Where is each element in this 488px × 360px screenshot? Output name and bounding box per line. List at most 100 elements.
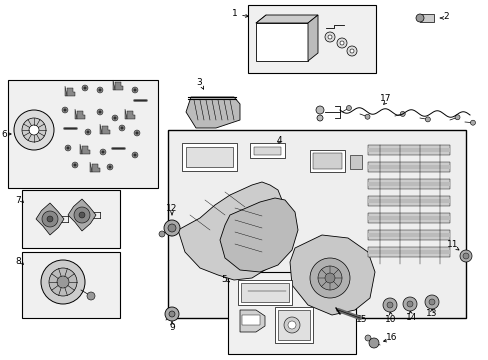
Polygon shape <box>256 15 317 23</box>
Polygon shape <box>367 233 449 237</box>
Circle shape <box>22 118 46 142</box>
Text: 2: 2 <box>442 12 447 21</box>
Text: 12: 12 <box>166 203 177 212</box>
Polygon shape <box>367 165 449 169</box>
Bar <box>419 14 433 22</box>
Bar <box>249 143 285 158</box>
Polygon shape <box>367 250 449 254</box>
Bar <box>253 147 281 155</box>
Text: 10: 10 <box>385 315 396 324</box>
Polygon shape <box>75 109 85 119</box>
Circle shape <box>327 35 331 39</box>
Bar <box>278 310 309 340</box>
Bar <box>241 283 288 302</box>
Text: 15: 15 <box>356 315 367 324</box>
Circle shape <box>136 132 138 134</box>
Circle shape <box>74 164 76 166</box>
Circle shape <box>459 250 471 262</box>
Circle shape <box>134 154 136 156</box>
Circle shape <box>99 89 101 91</box>
Circle shape <box>29 125 39 135</box>
Circle shape <box>79 212 85 218</box>
Circle shape <box>163 220 180 236</box>
Text: 6: 6 <box>1 130 7 139</box>
Circle shape <box>114 117 116 119</box>
Polygon shape <box>65 86 75 96</box>
Bar <box>227 272 355 354</box>
Circle shape <box>100 149 106 155</box>
Bar <box>22 190 120 248</box>
Polygon shape <box>240 310 264 332</box>
Circle shape <box>87 292 95 300</box>
Circle shape <box>168 224 176 232</box>
Circle shape <box>424 295 438 309</box>
Polygon shape <box>289 235 374 315</box>
Text: 1: 1 <box>232 9 238 18</box>
Circle shape <box>108 166 111 168</box>
Circle shape <box>346 46 356 56</box>
Circle shape <box>65 145 71 151</box>
Polygon shape <box>367 230 449 240</box>
Circle shape <box>336 38 346 48</box>
Circle shape <box>107 164 113 170</box>
Polygon shape <box>367 148 449 152</box>
Bar <box>274 307 312 343</box>
Bar <box>309 150 345 172</box>
Circle shape <box>406 301 412 307</box>
Circle shape <box>97 87 103 93</box>
Circle shape <box>364 335 370 341</box>
Circle shape <box>134 89 136 91</box>
Circle shape <box>425 117 429 122</box>
Polygon shape <box>307 15 317 61</box>
Text: 17: 17 <box>380 94 391 103</box>
Bar <box>22 252 120 318</box>
Polygon shape <box>367 216 449 220</box>
Circle shape <box>62 107 68 113</box>
Circle shape <box>112 115 118 121</box>
Circle shape <box>74 207 90 223</box>
Circle shape <box>402 297 416 311</box>
Circle shape <box>386 302 392 308</box>
Circle shape <box>462 253 468 259</box>
Circle shape <box>364 114 369 119</box>
Circle shape <box>316 115 323 121</box>
Polygon shape <box>367 162 449 172</box>
Circle shape <box>41 260 85 304</box>
Polygon shape <box>125 109 135 119</box>
Circle shape <box>47 216 53 222</box>
Polygon shape <box>68 199 96 231</box>
Polygon shape <box>113 80 123 90</box>
Circle shape <box>134 130 140 136</box>
Circle shape <box>368 338 378 348</box>
Circle shape <box>119 125 125 131</box>
Circle shape <box>83 87 86 89</box>
Circle shape <box>63 109 66 111</box>
Polygon shape <box>367 199 449 203</box>
Circle shape <box>287 321 295 329</box>
Bar <box>247 5 375 73</box>
Polygon shape <box>178 182 285 280</box>
Text: 7: 7 <box>15 195 21 204</box>
Circle shape <box>102 151 104 153</box>
Circle shape <box>97 109 103 115</box>
Circle shape <box>349 49 353 53</box>
Polygon shape <box>367 145 449 155</box>
Polygon shape <box>220 198 297 272</box>
Circle shape <box>87 131 89 133</box>
Circle shape <box>399 112 405 116</box>
Circle shape <box>325 32 334 42</box>
Circle shape <box>132 87 138 93</box>
Bar <box>185 147 232 167</box>
Polygon shape <box>100 124 110 134</box>
Text: 9: 9 <box>169 324 175 333</box>
Circle shape <box>454 115 459 120</box>
Polygon shape <box>367 179 449 189</box>
Circle shape <box>469 120 474 125</box>
Polygon shape <box>367 213 449 223</box>
Text: 4: 4 <box>276 135 281 144</box>
Bar <box>349 155 361 169</box>
Circle shape <box>428 299 434 305</box>
Circle shape <box>14 110 54 150</box>
Circle shape <box>121 127 123 129</box>
Bar <box>182 143 237 171</box>
